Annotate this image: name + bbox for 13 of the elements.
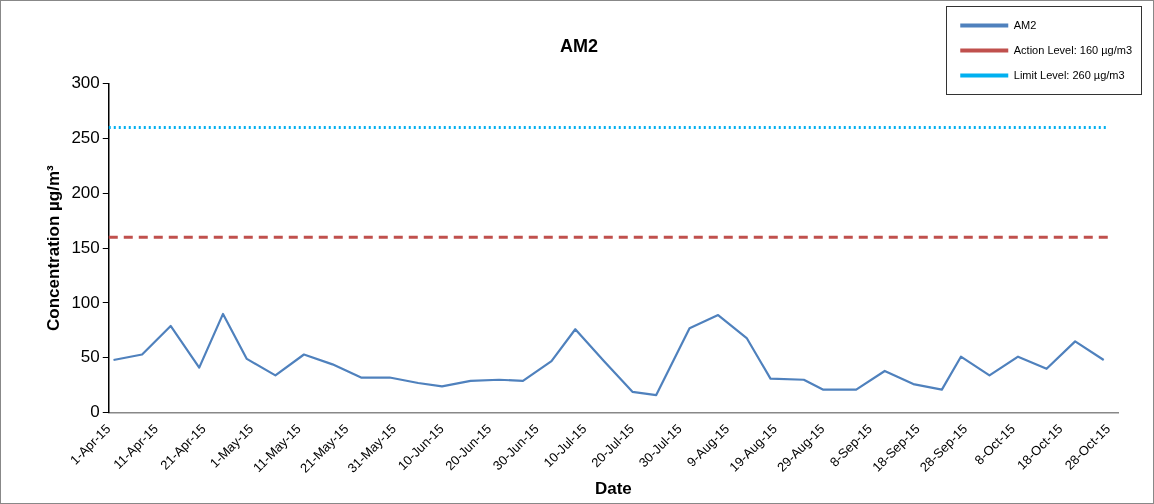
y-tick-label: 0 [90, 402, 100, 422]
y-tick-label: 100 [71, 292, 100, 312]
y-tick-label: 300 [71, 73, 100, 93]
chart-title: AM2 [559, 35, 599, 56]
y-tick-label: 200 [71, 182, 100, 202]
y-tick-label: 150 [71, 237, 100, 257]
x-axis-title: Date [594, 479, 632, 499]
legend-label: AM2 [1013, 18, 1037, 31]
legend-label: Limit Level: 260 µg/m3 [1013, 68, 1125, 81]
legend-label: Action Level: 160 µg/m3 [1013, 43, 1133, 56]
y-tick-label: 250 [71, 128, 100, 148]
y-axis-title: Concentration µg/m³ [43, 164, 63, 331]
y-tick-label: 50 [80, 347, 100, 367]
